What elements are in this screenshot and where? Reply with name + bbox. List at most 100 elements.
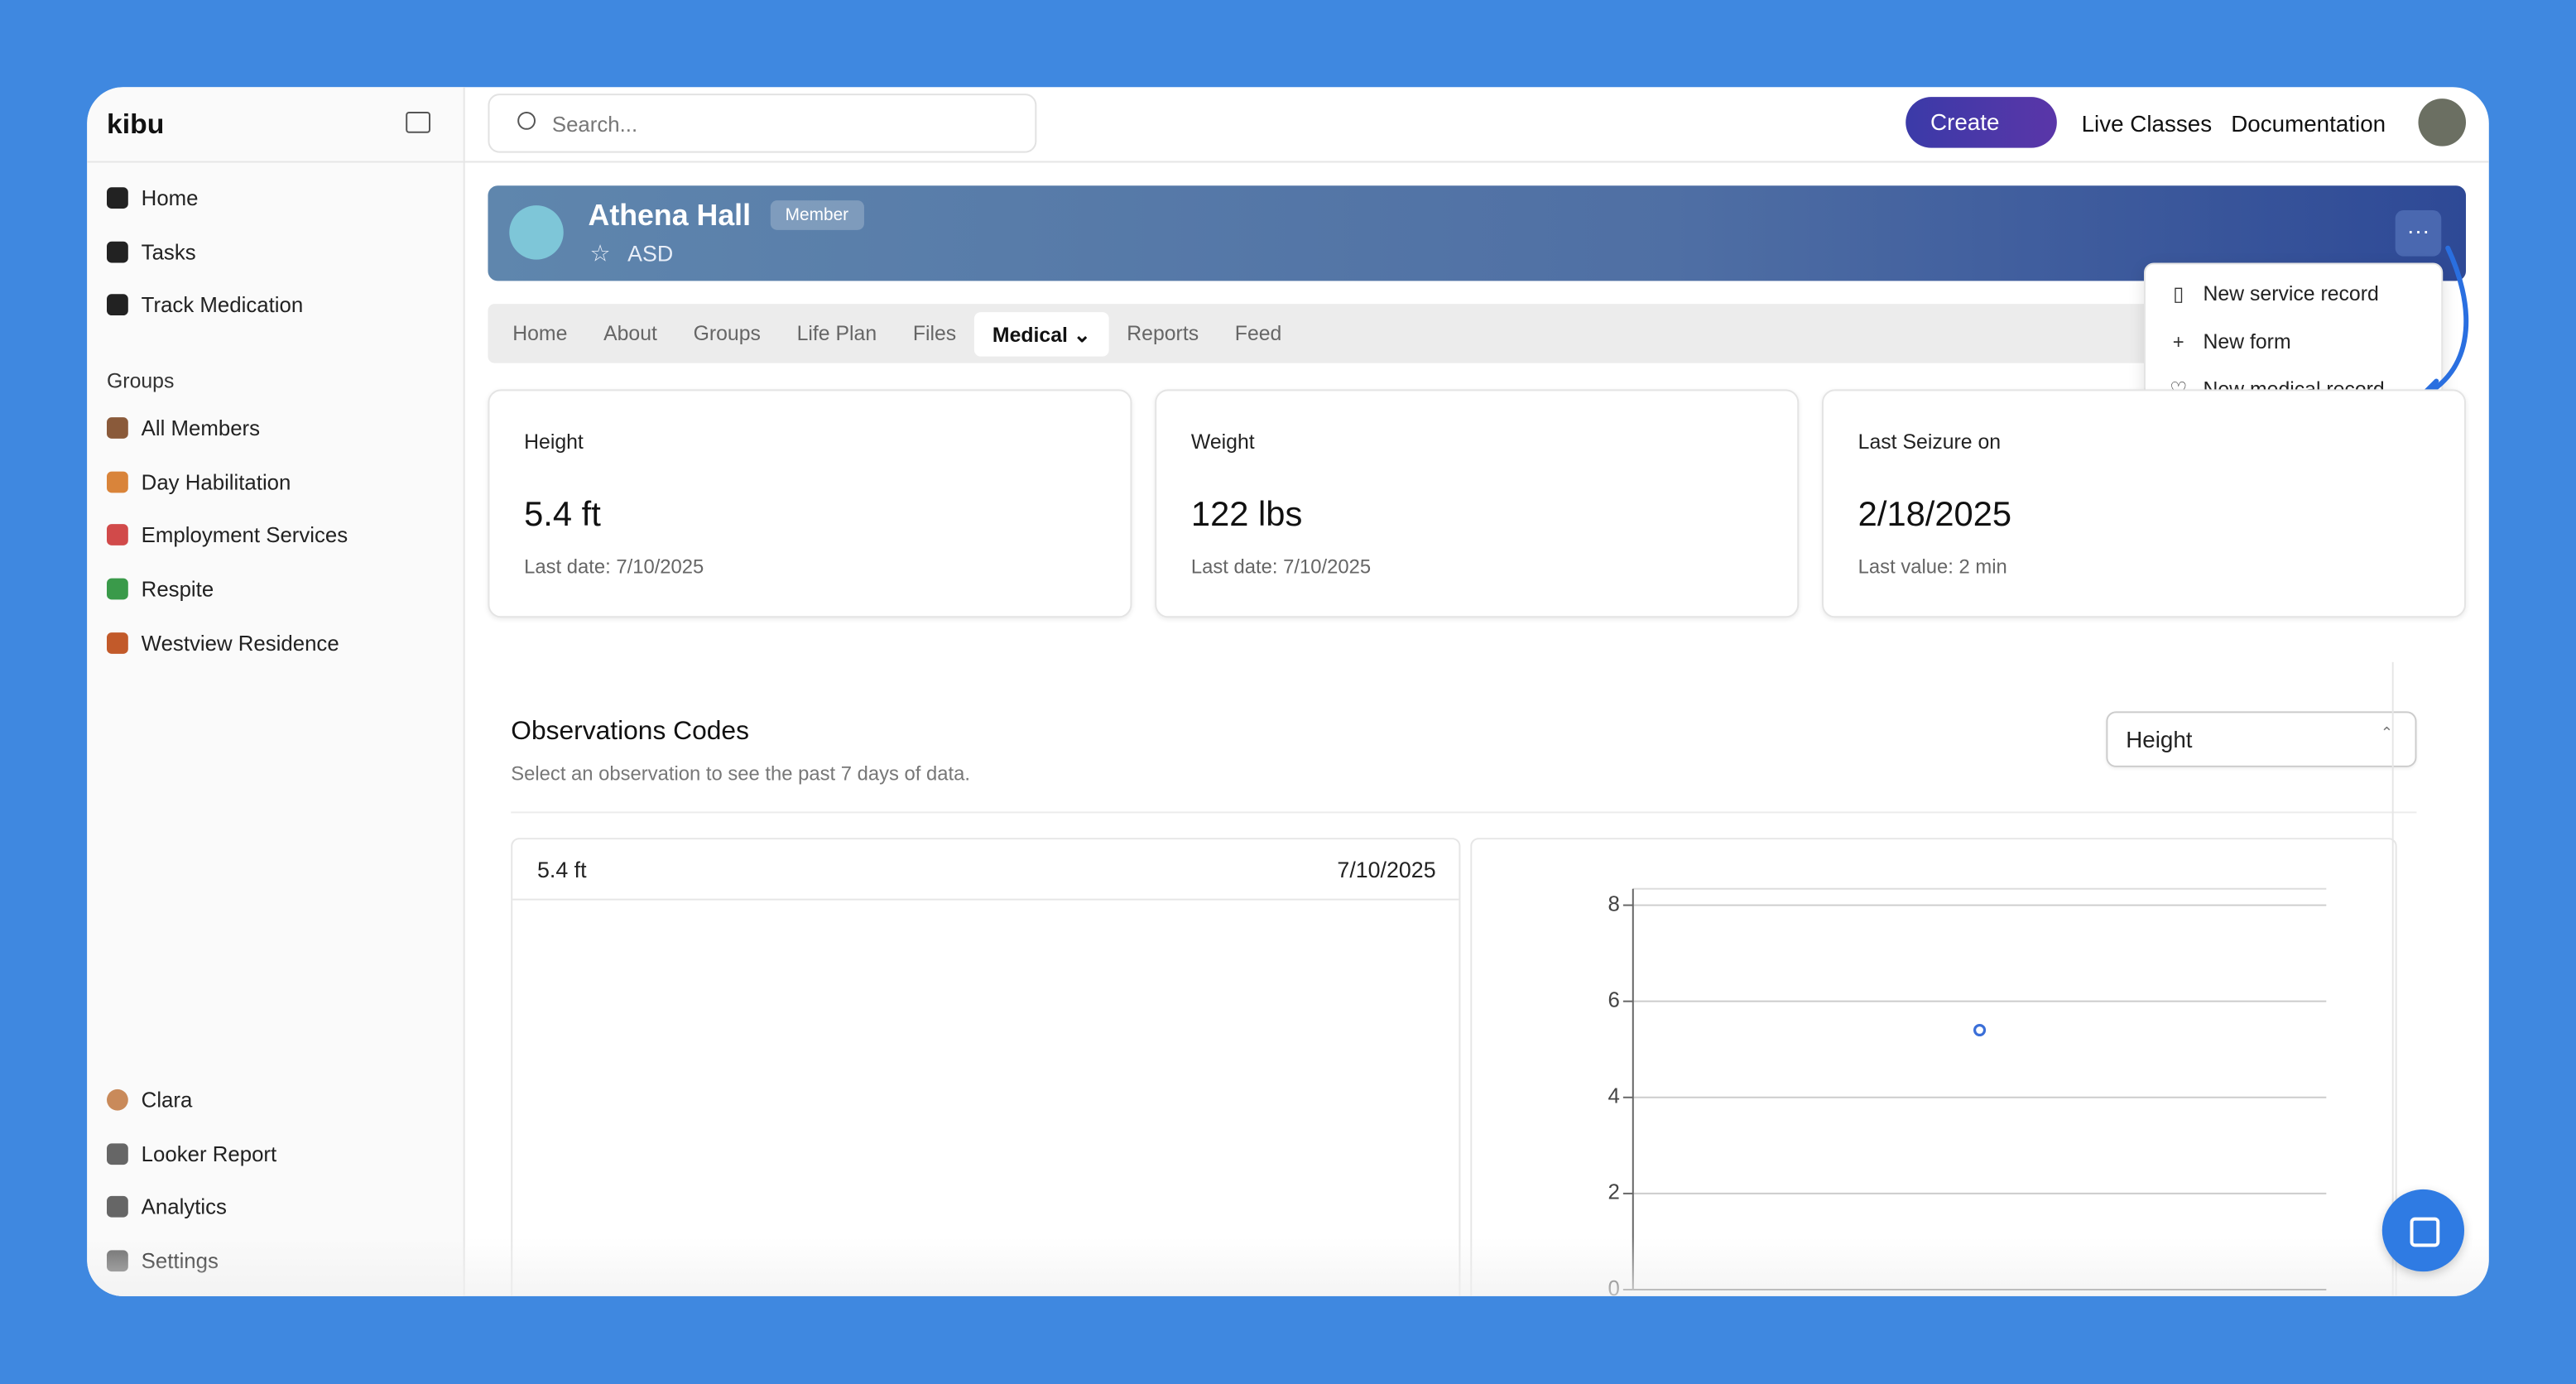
- nav-label: Track Medication: [141, 292, 304, 318]
- stat-note: Last date: 7/10/2025: [1190, 555, 1372, 579]
- tab[interactable]: Groups: [693, 321, 761, 345]
- nav-label: Looker Report: [141, 1141, 277, 1166]
- nav-item[interactable]: Employment Services: [107, 523, 348, 548]
- nav-item[interactable]: Looker Report: [107, 1141, 276, 1166]
- y-tick-label: 2: [1608, 1181, 1620, 1204]
- nav-icon: [107, 1088, 128, 1111]
- nav-icon: [107, 470, 128, 493]
- app-window: kibu Groups Home Tasks Track Medication All…: [87, 87, 2489, 1296]
- nav-label: Analytics: [141, 1194, 227, 1220]
- stat-card: Last Seizure on 2/18/2025 Last value: 2 mi…: [1822, 389, 2467, 618]
- data-point[interactable]: [1973, 1023, 1987, 1037]
- groups-title: Groups: [107, 369, 175, 393]
- tab[interactable]: Feed: [1234, 321, 1282, 345]
- menu-label: New form: [2203, 329, 2291, 353]
- nav-icon: [107, 1142, 128, 1165]
- fade: [87, 1237, 2489, 1296]
- nav-item[interactable]: Track Medication: [107, 292, 303, 317]
- nav-icon: [107, 417, 128, 439]
- brand: kibu: [107, 108, 165, 140]
- nav-label: All Members: [141, 416, 261, 440]
- section-subtitle: Select an observation to see the past 7 …: [511, 762, 970, 786]
- nav-item[interactable]: Clara: [107, 1088, 192, 1112]
- observation-row[interactable]: 5.4 ft 7/10/2025: [512, 839, 1459, 901]
- observation-list: 5.4 ft 7/10/2025: [511, 838, 1461, 1296]
- nav-item[interactable]: Day Habilitation: [107, 469, 291, 494]
- stat-note: Last value: 2 min: [1858, 555, 2007, 579]
- menu-icon: ▯: [2173, 282, 2184, 306]
- stat-value: 2/18/2025: [1858, 496, 2012, 535]
- select-value: Height: [2126, 726, 2193, 752]
- stat-card: Height 5.4 ft Last date: 7/10/2025: [488, 389, 1132, 618]
- nav-icon: [107, 187, 128, 209]
- create-button[interactable]: Create: [1906, 97, 2057, 148]
- stat-value: 122 lbs: [1190, 496, 1303, 535]
- star[interactable]: ☆: [589, 239, 611, 267]
- search-icon: [517, 111, 536, 130]
- profile-name: Athena Hall: [588, 199, 752, 232]
- y-tick-label: 4: [1608, 1085, 1620, 1108]
- nav-item[interactable]: Westview Residence: [107, 630, 339, 656]
- profile-badge: Member: [770, 200, 863, 230]
- user-avatar[interactable]: [2418, 99, 2467, 147]
- profile-header: Athena Hall Member ☆ ASD ···: [488, 185, 2467, 281]
- tab[interactable]: Life Plan: [796, 321, 877, 345]
- nav-icon: [107, 240, 128, 262]
- sidebar: kibu Groups Home Tasks Track Medication All…: [87, 87, 465, 1296]
- divider: [511, 811, 2417, 814]
- nav-item[interactable]: Analytics: [107, 1194, 227, 1220]
- nav-label: Home: [141, 185, 199, 211]
- stat-label: Height: [524, 430, 584, 454]
- nav-icon: [107, 524, 128, 546]
- nav-icon: [107, 1196, 128, 1218]
- compose-button[interactable]: [2381, 1189, 2465, 1272]
- profile-tag: ASD: [627, 241, 674, 267]
- nav-item[interactable]: Tasks: [107, 239, 196, 264]
- menu-item[interactable]: ▯ New service record: [2169, 282, 2379, 305]
- tab-bar: Home About Groups Life Plan Files Medical ⌄ Re…: [488, 304, 2154, 363]
- tab[interactable]: Reports: [1127, 321, 1199, 345]
- observation-date: 7/10/2025: [1337, 858, 1436, 882]
- nav-label: Tasks: [141, 238, 196, 264]
- chart-panel: 02468: [1470, 838, 2397, 1296]
- nav-label: Day Habilitation: [141, 469, 291, 494]
- section-title: Observations Codes: [511, 718, 749, 747]
- observation-select[interactable]: Height ⌃: [2106, 711, 2417, 767]
- tab[interactable]: About: [603, 321, 657, 345]
- scroll-edge: [2391, 661, 2394, 1296]
- menu-icon: +: [2172, 329, 2184, 353]
- nav-link[interactable]: Live Classes: [2081, 109, 2213, 137]
- chart: 02468: [1608, 887, 2327, 1296]
- divider: [87, 161, 464, 163]
- nav-item[interactable]: All Members: [107, 416, 260, 440]
- tab[interactable]: Home: [512, 321, 568, 345]
- nav-label: Employment Services: [141, 522, 348, 548]
- compose-icon: [2410, 1217, 2440, 1247]
- stat-label: Last Seizure on: [1858, 430, 2002, 454]
- nav-label: Westview Residence: [141, 630, 339, 656]
- search-placeholder: Search...: [551, 111, 638, 137]
- tab[interactable]: Files: [912, 321, 957, 345]
- menu-label: New service record: [2203, 282, 2379, 306]
- profile-avatar: [509, 205, 564, 260]
- stat-note: Last date: 7/10/2025: [524, 555, 704, 579]
- select-chevron: ⌃: [2380, 724, 2393, 742]
- nav-icon: [107, 578, 128, 600]
- create-label: Create: [1930, 108, 2000, 135]
- nav-item[interactable]: Respite: [107, 577, 214, 602]
- nav-link[interactable]: Documentation: [2231, 109, 2386, 137]
- sidebar-toggle[interactable]: [406, 111, 430, 133]
- nav-icon: [107, 632, 128, 654]
- nav-item[interactable]: Home: [107, 185, 199, 210]
- y-tick-label: 8: [1608, 892, 1620, 915]
- tab[interactable]: Medical ⌄: [974, 311, 1109, 356]
- menu-item[interactable]: + New form: [2169, 330, 2291, 353]
- stat-card: Weight 122 lbs Last date: 7/10/2025: [1155, 389, 1800, 618]
- stat-label: Weight: [1190, 430, 1255, 454]
- more-button[interactable]: ···: [2395, 210, 2442, 257]
- observation-value: 5.4 ft: [536, 858, 587, 882]
- search-box[interactable]: Search...: [488, 94, 1037, 153]
- nav-label: Clara: [141, 1087, 193, 1112]
